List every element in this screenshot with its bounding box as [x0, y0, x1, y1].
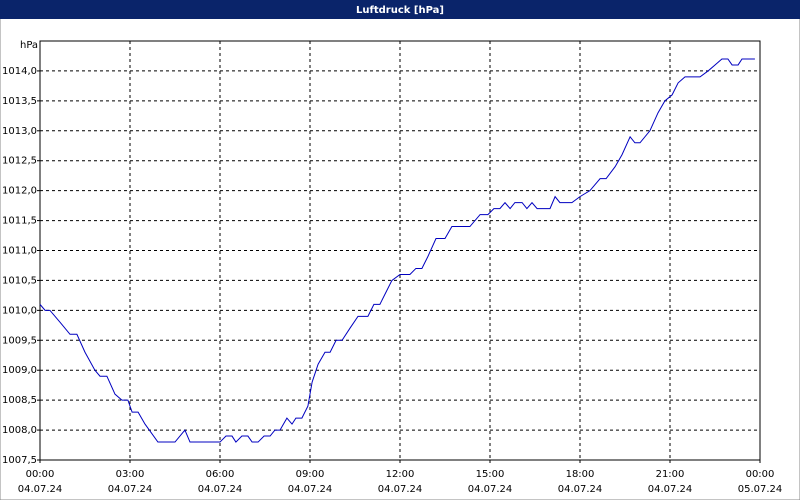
title-bar	[0, 0, 800, 19]
x-tick-date: 04.07.24	[648, 484, 693, 495]
x-tick-label: 00:00	[746, 469, 775, 480]
x-tick-label: 12:00	[386, 469, 415, 480]
x-tick-label: 06:00	[206, 469, 235, 480]
x-tick-label: 00:00	[26, 469, 55, 480]
x-tick-date: 04.07.24	[288, 484, 333, 495]
y-tick-label: 1011,0	[2, 246, 37, 257]
y-tick-label: 1010,0	[2, 305, 37, 316]
y-tick-label: 1013,5	[2, 96, 37, 107]
x-tick-date: 04.07.24	[558, 484, 603, 495]
y-tick-label: 1012,5	[2, 156, 37, 167]
chart-title: Luftdruck [hPa]	[356, 5, 444, 16]
y-axis-unit: hPa	[20, 40, 38, 51]
x-tick-label: 09:00	[296, 469, 325, 480]
y-tick-label: 1010,5	[2, 275, 37, 286]
x-tick-label: 18:00	[566, 469, 595, 480]
y-tick-label: 1013,0	[2, 126, 37, 137]
x-tick-label: 15:00	[476, 469, 505, 480]
x-tick-date: 04.07.24	[198, 484, 243, 495]
y-tick-label: 1009,5	[2, 335, 37, 346]
y-tick-label: 1009,0	[2, 365, 37, 376]
y-tick-label: 1011,5	[2, 216, 37, 227]
y-tick-label: 1007,5	[2, 455, 37, 466]
y-tick-label: 1014,0	[2, 66, 37, 77]
x-tick-label: 03:00	[116, 469, 145, 480]
x-tick-date: 04.07.24	[108, 484, 153, 495]
y-tick-label: 1008,5	[2, 395, 37, 406]
y-tick-label: 1008,0	[2, 425, 37, 436]
y-tick-label: 1012,0	[2, 186, 37, 197]
x-tick-label: 21:00	[656, 469, 685, 480]
x-tick-date: 04.07.24	[378, 484, 423, 495]
data-line	[39, 58, 755, 443]
x-tick-date: 04.07.24	[468, 484, 513, 495]
x-tick-date: 05.07.24	[738, 484, 783, 495]
x-tick-date: 04.07.24	[18, 484, 63, 495]
